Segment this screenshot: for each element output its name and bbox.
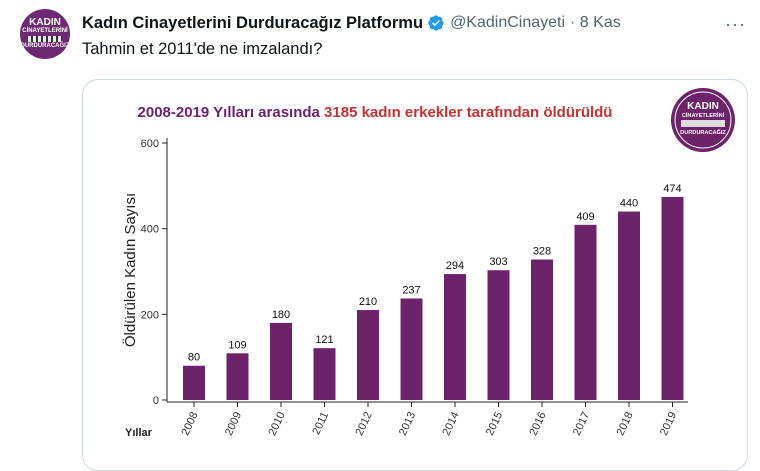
data-label-2019: 474 <box>663 183 681 195</box>
bar-2014 <box>444 274 466 400</box>
bar-chart: 2008-2019 Yılları arasında 3185 kadın er… <box>121 88 735 439</box>
x-tick-label-2018: 2018 <box>614 410 635 437</box>
bar-2019 <box>661 196 684 400</box>
x-tick-label-2011: 2011 <box>310 410 331 437</box>
data-label-2011: 121 <box>315 334 333 346</box>
y-tick-label-0: 0 <box>153 395 159 407</box>
x-tick-label-2014: 2014 <box>440 410 461 437</box>
x-tick-label-2013: 2013 <box>397 410 418 437</box>
data-label-2016: 328 <box>533 246 551 258</box>
y-axis-label: Öldürülen Kadın Sayısı <box>121 193 139 347</box>
profile-avatar[interactable]: KADIN CİNAYETLERİNİ DURDURACAĞIZ <box>20 9 70 59</box>
bar-2012 <box>357 310 379 400</box>
x-tick-label-2009: 2009 <box>223 410 244 437</box>
x-tick-label-2008: 2008 <box>179 410 200 437</box>
tweet-time[interactable]: · 8 Kas <box>570 14 621 31</box>
chart-title: 2008-2019 Yılları arasında 3185 kadın er… <box>138 104 613 121</box>
bar-2015 <box>487 270 510 400</box>
y-tick-label-600: 600 <box>141 138 159 150</box>
user-handle[interactable]: @KadinCinayeti <box>450 14 566 31</box>
tweet-header: Kadın Cinayetlerini Durduracağız Platfor… <box>82 12 747 34</box>
avatar-line-3: DURDURACAĞIZ <box>20 43 70 49</box>
data-label-2013: 237 <box>402 284 420 296</box>
data-label-2012: 210 <box>359 296 377 308</box>
chart-logo: KADIN CİNAYETLERİNİ DURDURACAĞIZ <box>671 88 735 152</box>
bar-2013 <box>400 298 423 400</box>
logo-ring <box>674 91 732 149</box>
x-tick-label-2012: 2012 <box>353 410 374 437</box>
chart-title-part-1: 2008-2019 Yılları arasında <box>138 104 325 121</box>
y-tick-label-200: 200 <box>141 309 159 321</box>
bar-2008 <box>183 365 205 400</box>
bar-2010 <box>270 322 292 400</box>
display-name[interactable]: Kadın Cinayetlerini Durduracağız Platfor… <box>82 13 424 32</box>
bar-2016 <box>531 259 553 400</box>
data-label-2008: 80 <box>188 352 200 364</box>
verified-badge-icon <box>428 15 444 31</box>
avatar-line-2: CİNAYETLERİNİ <box>22 28 68 34</box>
avatar-faces-strip <box>28 36 62 42</box>
y-tick-label-400: 400 <box>141 224 159 236</box>
bar-2017 <box>574 224 597 400</box>
logo-line-1: KADIN <box>687 101 719 112</box>
bar-2011 <box>313 348 336 400</box>
x-tick-label-2010: 2010 <box>266 410 287 437</box>
tweet-image-card[interactable]: 2008-2019 Yılları arasında 3185 kadın er… <box>82 79 748 471</box>
tweet-text: Tahmin et 2011'de ne imzalandı? <box>82 40 323 58</box>
x-axis-label: Yıllar <box>125 427 153 439</box>
more-options-icon[interactable]: ··· <box>725 14 746 34</box>
data-label-2009: 109 <box>228 339 246 351</box>
data-label-2017: 409 <box>576 211 594 223</box>
bar-2018 <box>618 211 640 400</box>
x-tick-label-2017: 2017 <box>571 410 592 437</box>
data-label-2010: 180 <box>272 309 290 321</box>
logo-line-3: DURDURACAĞIZ <box>680 128 726 136</box>
avatar-line-1: KADIN <box>29 17 61 28</box>
x-tick-label-2016: 2016 <box>527 410 548 437</box>
data-label-2018: 440 <box>620 198 638 210</box>
bar-2009 <box>226 353 249 400</box>
logo-faces-strip <box>681 120 725 127</box>
x-tick-label-2015: 2015 <box>484 410 505 437</box>
data-label-2015: 303 <box>489 256 507 268</box>
data-label-2014: 294 <box>446 260 464 272</box>
x-tick-label-2019: 2019 <box>658 410 679 437</box>
chart-title-part-2: 3185 kadın erkekler tarafından öldürüldü <box>324 104 612 121</box>
logo-line-2: CİNAYETLERİNİ <box>682 112 725 119</box>
